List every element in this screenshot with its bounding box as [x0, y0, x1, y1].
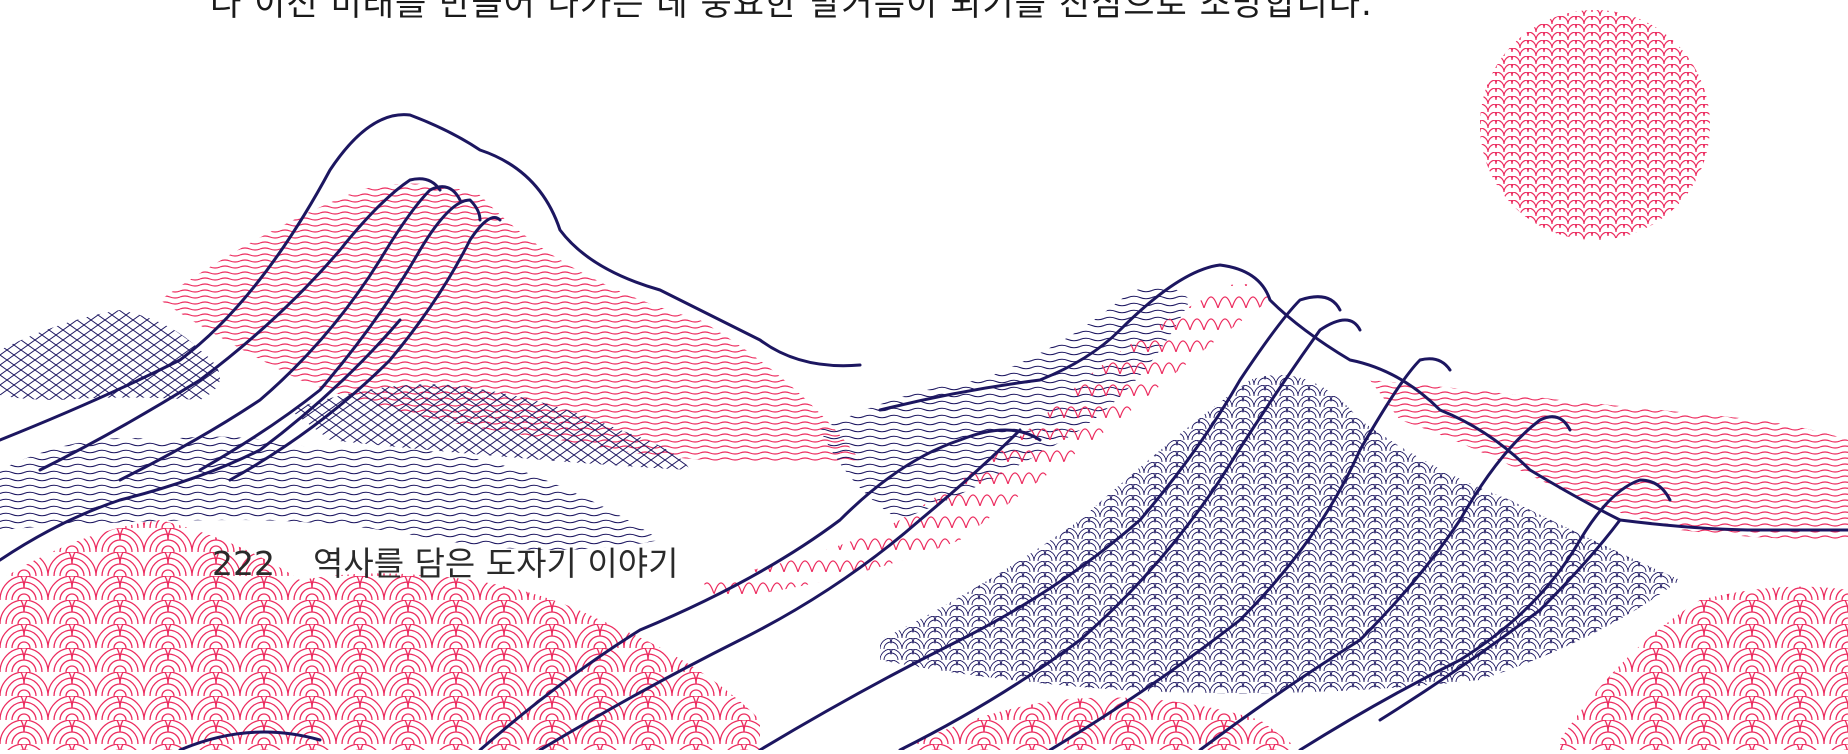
left-pink-hatch	[160, 183, 860, 463]
intro-sentence: 다 이전 미래를 만들어 나가는 데 중요한 발거름이 되기를 진심으로 소망합…	[210, 0, 1373, 24]
left-navy-net	[0, 310, 220, 400]
book-title: 역사를 담은 도자기 이야기	[313, 544, 679, 583]
pink-feather-strip	[700, 284, 1270, 600]
center-navy-net	[290, 384, 690, 470]
page-footer: 222 역사를 담은 도자기 이야기	[212, 537, 678, 585]
bottom-middle-pink-scales	[900, 697, 1300, 750]
sun-shape	[1480, 10, 1710, 240]
bottom-left-pink-scales	[0, 520, 760, 750]
right-navy-scales	[880, 375, 1680, 694]
page-number: 222	[212, 544, 275, 583]
bottom-right-pink-scales	[1560, 586, 1848, 750]
left-navy-waves	[0, 436, 660, 550]
right-pink-hatch	[1370, 380, 1848, 540]
ridge-lines	[0, 113, 1848, 752]
